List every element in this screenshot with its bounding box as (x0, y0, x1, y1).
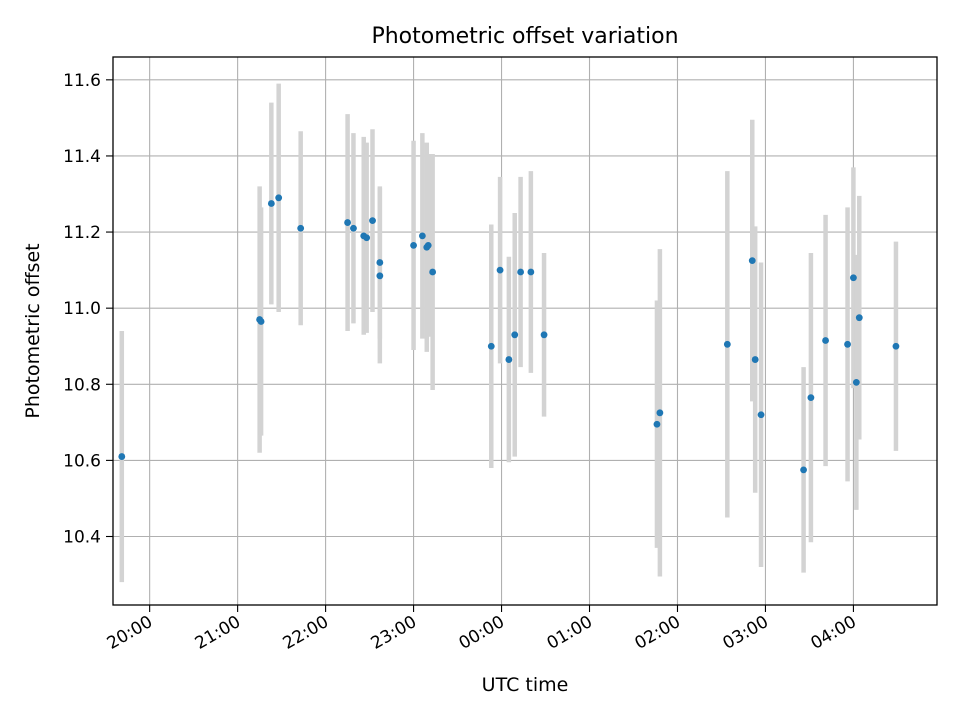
y-tick-label: 11.6 (63, 71, 101, 91)
data-point (267, 200, 275, 207)
data-point (344, 219, 351, 226)
y-tick-label: 11.0 (63, 299, 101, 319)
data-point (800, 466, 807, 474)
data-point (505, 356, 513, 363)
x-tick-label: 20:00 (104, 612, 156, 654)
plot-frame (112, 56, 938, 606)
data-point (429, 268, 437, 276)
data-point (723, 340, 731, 348)
data-point (350, 224, 357, 232)
data-point (376, 272, 384, 280)
data-point (496, 266, 504, 274)
data-point (855, 314, 863, 322)
data-point (297, 224, 305, 232)
data-point (275, 194, 283, 202)
data-point (850, 274, 857, 282)
data-point (844, 340, 851, 348)
data-point (369, 217, 376, 225)
data-point (257, 318, 265, 325)
data-point (653, 420, 661, 428)
x-tick-label: 23:00 (368, 612, 420, 654)
data-point (540, 331, 548, 339)
x-tick-label: 04:00 (807, 612, 859, 654)
y-tick-label: 10.4 (63, 528, 101, 548)
data-point (418, 232, 426, 240)
data-point (757, 411, 765, 419)
data-point (424, 241, 432, 249)
x-tick-label: 03:00 (720, 612, 772, 654)
data-point (892, 342, 900, 350)
grid-lines (113, 57, 937, 605)
x-tick-label: 22:00 (280, 612, 332, 654)
x-tick-label: 00:00 (456, 612, 508, 654)
x-tick-label: 02:00 (632, 612, 684, 654)
data-point (517, 268, 525, 276)
data-point (511, 331, 519, 339)
y-tick-label: 10.8 (63, 375, 101, 395)
data-point (807, 394, 815, 401)
x-tick-label: 01:00 (544, 612, 596, 654)
x-axis-ticks: 20:00 21:00 22:00 23:00 00:00 01:00 02:00 03:00… (104, 605, 860, 654)
x-axis-label: UTC time (482, 674, 569, 696)
data-point (822, 337, 829, 344)
data-point (363, 234, 371, 242)
data-point (487, 342, 495, 350)
data-point (656, 409, 664, 417)
data-point (852, 378, 860, 386)
data-points (118, 194, 900, 474)
data-point (376, 259, 384, 266)
y-tick-label: 10.6 (63, 451, 101, 471)
x-tick-label: 21:00 (192, 612, 244, 654)
y-axis-label: Photometric offset (22, 243, 44, 418)
data-point (751, 356, 759, 363)
data-point (118, 453, 126, 460)
data-point (748, 257, 756, 264)
y-tick-label: 11.4 (63, 147, 101, 167)
y-axis-ticks: 10.4 10.6 10.8 11.0 11.2 11.4 11.6 (63, 71, 113, 548)
chart-title: Photometric offset variation (371, 24, 678, 49)
data-point (410, 241, 417, 249)
data-point (527, 268, 535, 276)
y-tick-label: 11.2 (63, 223, 101, 243)
